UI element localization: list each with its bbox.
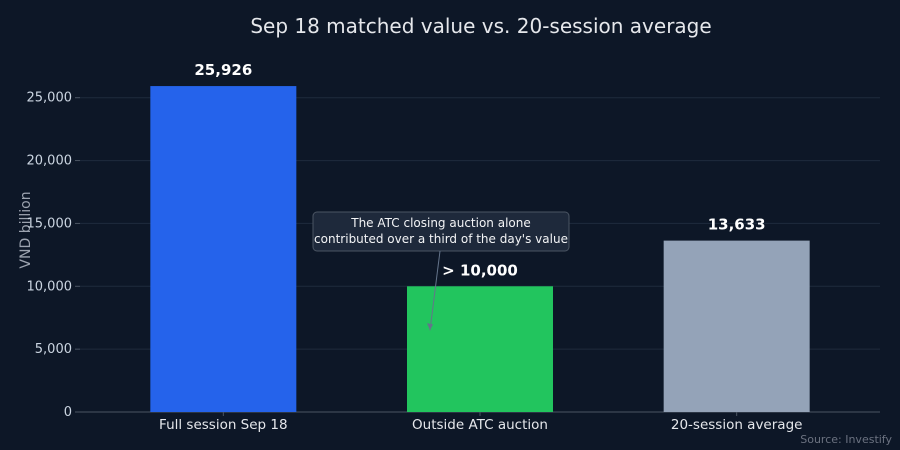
annotation-arrow-line [429,250,441,331]
bar-value-label: > 10,000 [442,261,518,279]
annotation-text: The ATC closing auction alone [350,216,531,230]
bar [150,86,297,412]
y-tick-label: 5,000 [35,342,72,357]
bar-value-label: 25,926 [194,61,252,79]
source-note: Source: Investify [800,433,892,446]
y-tick-label: 10,000 [27,279,73,294]
annotation-box [312,211,570,252]
bar-value-label: 13,633 [708,216,766,234]
bar [663,240,810,412]
annotation-layer: The ATC closing auction alone contributed… [312,211,570,331]
annotation-text: contributed over a third of the day's va… [314,232,568,246]
annotation-arrow-head [427,323,433,331]
x-tick-label: Full session Sep 18 [159,417,288,433]
y-axis-label: VND billion [18,191,34,268]
y-tick-label: 20,000 [27,154,73,169]
bar [407,286,553,412]
bars-layer [150,86,810,412]
x-tick-label: Outside ATC auction [412,417,548,433]
labels-layer: 0 5,000 10,000 15,000 20,000 25,000 25,926 Full… [27,61,803,433]
x-tick-label: 20-session average [671,417,803,433]
y-tick-label: 0 [64,405,72,420]
y-tick-label: 25,000 [27,91,73,106]
chart-title: Sep 18 matched value vs. 20-session aver… [250,14,711,38]
y-tick-label: 15,000 [27,216,73,231]
